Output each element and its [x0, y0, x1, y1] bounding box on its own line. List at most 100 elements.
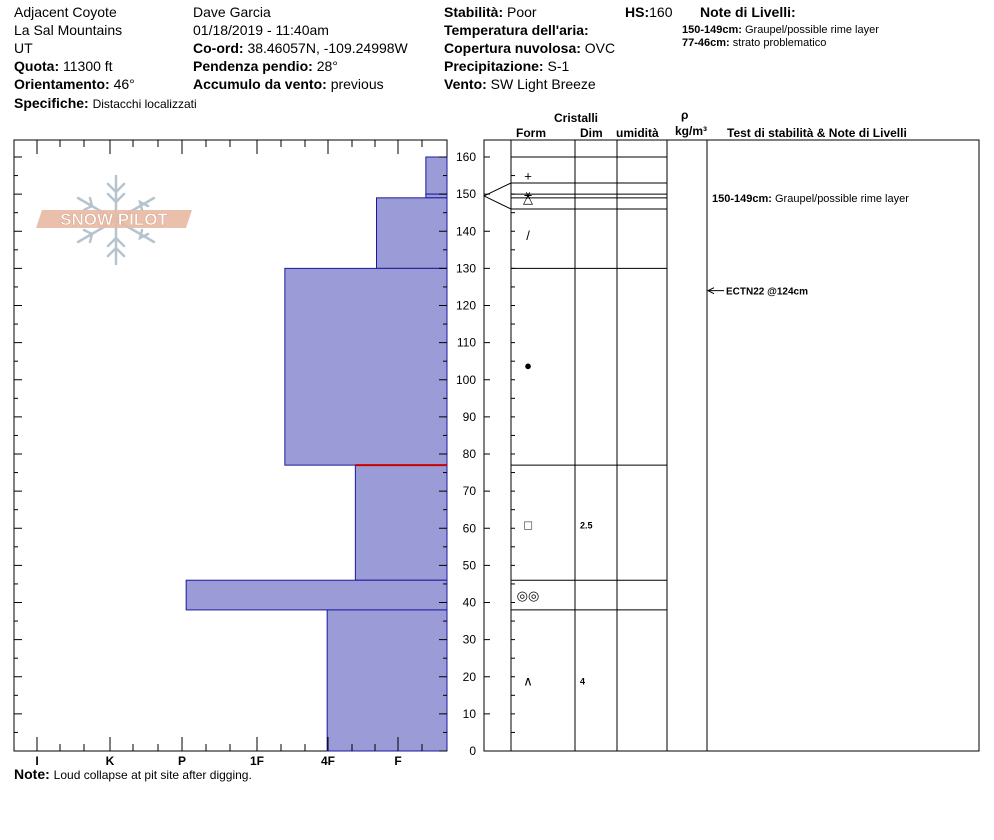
- density-unit-header: kg/m³: [675, 124, 708, 138]
- snow-height: HS:160: [625, 4, 672, 20]
- wind-loading: Accumulo da vento: previous: [193, 76, 384, 92]
- crystal-form-symbol: ⚹: [524, 187, 532, 202]
- y-tick-label: 40: [463, 596, 477, 610]
- layer-bar: [425, 193, 448, 199]
- y-tick-label: 130: [456, 261, 476, 275]
- crystal-form-symbol: ●: [524, 358, 532, 373]
- wind-value: SW Light Breeze: [490, 76, 596, 92]
- y-tick-label: 30: [463, 633, 477, 647]
- layer-notes-title: Note di Livelli:: [700, 4, 796, 20]
- size-header: Dim: [580, 126, 603, 140]
- slope-angle: Pendenza pendio: 28°: [193, 58, 338, 74]
- crystal-form-symbol: ∧: [523, 673, 533, 688]
- logo-banner: [36, 210, 192, 228]
- stability-note-text: Graupel/possible rime layer: [775, 193, 909, 205]
- crystal-form-symbol: /: [526, 228, 530, 243]
- layer-bar: [284, 267, 448, 466]
- stability-test-result: ECTN22 @124cm: [726, 287, 808, 298]
- elevation: Quota: 11300 ft: [14, 58, 113, 74]
- thin-layer-connector: [483, 195, 512, 210]
- precip-label: Precipitazione:: [444, 58, 544, 74]
- layer-bar: [354, 464, 448, 581]
- crystal-form-symbol: ◎◎: [517, 588, 540, 603]
- note-text: Loud collapse at pit site after digging.: [53, 768, 252, 782]
- coord-value: 38.46057N, -109.24998W: [247, 40, 408, 56]
- wind-loading-label: Accumulo da vento:: [193, 76, 327, 92]
- y-tick-label: 60: [463, 521, 477, 535]
- layer-note-2-range: 77-46cm:: [682, 37, 730, 49]
- y-tick-label: 90: [463, 410, 477, 424]
- wind-label: Vento:: [444, 76, 487, 92]
- elevation-label: Quota:: [14, 58, 60, 74]
- form-header: Form: [516, 126, 546, 140]
- cloud-cover: Copertura nuvolosa: OVC: [444, 40, 615, 56]
- aspect: Orientamento: 46°: [14, 76, 135, 92]
- y-tick-label: 110: [457, 336, 476, 350]
- layer-note-2-text: strato problematico: [732, 37, 827, 49]
- layer-note-1-range: 150-149cm:: [682, 24, 742, 36]
- layer-note-1-text: Graupel/possible rime layer: [745, 24, 879, 36]
- precip-value: S-1: [547, 58, 570, 74]
- slope-label: Pendenza pendio:: [193, 58, 313, 74]
- crystal-size: 4: [580, 676, 585, 686]
- layer-note-1: 150-149cm: Graupel/possible rime layer: [682, 24, 879, 37]
- wind-loading-value: previous: [330, 76, 384, 92]
- note-label: Note:: [14, 766, 50, 782]
- y-tick-label: 80: [463, 447, 477, 461]
- hs-label: HS:: [625, 4, 650, 20]
- air-temperature: Temperatura dell'aria:: [444, 22, 589, 38]
- coordinates: Co-ord: 38.46057N, -109.24998W: [193, 40, 408, 56]
- moisture-header: umidità: [616, 126, 659, 140]
- y-tick-label: 150: [456, 187, 476, 201]
- stability: Stabilità: Poor: [444, 4, 537, 20]
- stability-notes-header: Test di stabilità & Note di Livelli: [727, 126, 907, 140]
- y-tick-label: 160: [456, 150, 476, 164]
- crystal-form-symbol: +: [524, 169, 532, 184]
- hardness-tick-label: 4F: [321, 754, 335, 768]
- range-name: La Sal Mountains: [14, 22, 123, 38]
- test-arrow-head: [706, 287, 715, 295]
- snow-pilot-logo: SNOW PILOT: [36, 174, 192, 266]
- stability-value: Poor: [507, 4, 537, 20]
- observer-name: Dave Garcia: [193, 4, 271, 20]
- y-tick-label: 0: [469, 744, 476, 758]
- hardness-tick-label: I: [35, 754, 38, 768]
- layer-bar: [376, 197, 448, 269]
- hardness-tick-label: P: [178, 754, 186, 768]
- stability-note: 150-149cm: Graupel/possible rime layer: [712, 193, 909, 205]
- y-tick-label: 120: [456, 299, 476, 313]
- y-tick-label: 100: [456, 373, 476, 387]
- hardness-tick-label: F: [394, 754, 401, 768]
- crystal-form-symbol: □: [524, 518, 532, 533]
- coord-label: Co-ord:: [193, 40, 244, 56]
- hardness-tick-label: 1F: [250, 754, 264, 768]
- specifics: Specifiche: Distacchi localizzati: [14, 95, 197, 112]
- table-frame: [483, 139, 980, 752]
- elevation-value: 11300 ft: [63, 58, 113, 74]
- stability-label: Stabilità:: [444, 4, 504, 20]
- crystal-size: 2.5: [580, 521, 593, 531]
- layer-bar: [185, 579, 448, 611]
- logo-text: SNOW PILOT: [60, 210, 168, 229]
- rho-header: ρ: [681, 108, 689, 122]
- layer-table: + ⚹△ / ● □ 2.5 ◎◎ ∧ 4 150-149cm: Graupel/possible…: [483, 139, 980, 752]
- thin-layer-connector: [483, 182, 512, 197]
- y-tick-label: 20: [463, 670, 477, 684]
- hardness-plot: I K P 1F 4F F 0 10 20 30 40 50 60 70 80 90 100 110 120 130 1…: [13, 139, 477, 768]
- stability-note-range: 150-149cm:: [712, 193, 775, 205]
- air-temp-label: Temperatura dell'aria:: [444, 22, 589, 38]
- layer-note-2: 77-46cm: strato problematico: [682, 37, 826, 50]
- slope-value: 28°: [316, 58, 338, 74]
- state-name: UT: [14, 40, 33, 56]
- hs-value: 160: [649, 4, 673, 20]
- wind: Vento: SW Light Breeze: [444, 76, 596, 92]
- cloud-value: OVC: [584, 40, 616, 56]
- crystals-header: Cristalli: [554, 111, 599, 125]
- y-tick-label: 50: [463, 558, 477, 572]
- observation-datetime: 01/18/2019 - 11:40am: [193, 22, 329, 38]
- y-tick-label: 70: [463, 484, 477, 498]
- precipitation: Precipitazione: S-1: [444, 58, 569, 74]
- y-tick-label: 10: [463, 707, 477, 721]
- specifics-value: Distacchi localizzati: [92, 97, 197, 111]
- specifics-label: Specifiche:: [14, 95, 89, 111]
